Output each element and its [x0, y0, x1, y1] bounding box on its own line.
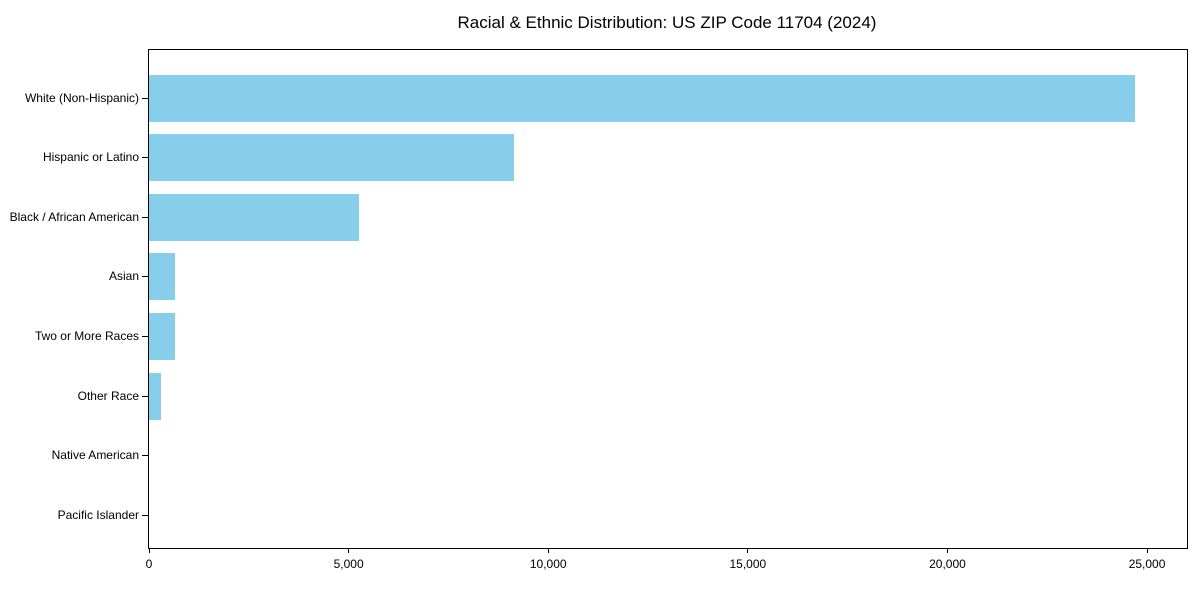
bar [149, 253, 175, 301]
bar [149, 313, 176, 361]
y-tick-label: Asian [108, 269, 139, 284]
y-tick-label: Hispanic or Latino [42, 150, 139, 165]
bar [149, 134, 515, 182]
x-tick-label: 15,000 [729, 557, 767, 571]
x-tick-label: 10,000 [529, 557, 567, 571]
y-tick-label: Black / African American [9, 209, 139, 224]
x-tick-label: 0 [145, 557, 153, 571]
chart-title: Racial & Ethnic Distribution: US ZIP Cod… [457, 13, 877, 32]
y-tick-label: Other Race [77, 388, 139, 403]
y-tick-mark [142, 97, 148, 99]
x-tick-mark [946, 548, 948, 553]
y-tick-mark [142, 216, 148, 218]
y-tick-mark [142, 276, 148, 278]
y-tick-label: Pacific Islander [57, 508, 139, 523]
bar [149, 193, 359, 241]
plot-area: White (Non-Hispanic) Hispanic or Latino Bl… [10, 49, 1188, 571]
x-tick-mark [547, 548, 549, 553]
x-tick-mark [348, 548, 350, 553]
y-tick-label: Native American [51, 448, 139, 463]
x-tick-mark [1146, 548, 1148, 553]
x-tick-label: 25,000 [1128, 557, 1166, 571]
x-tick-label: 20,000 [929, 557, 966, 571]
y-tick-mark [142, 395, 148, 397]
bar [149, 372, 162, 420]
x-tick-mark [148, 548, 150, 553]
y-tick-mark [142, 336, 148, 338]
y-tick-label: Two or More Races [34, 329, 139, 344]
y-tick-label: White (Non-Hispanic) [24, 90, 139, 105]
y-tick-mark [142, 515, 148, 517]
x-tick-mark [747, 548, 749, 553]
bar [149, 74, 1136, 122]
y-tick-mark [142, 455, 148, 457]
x-tick-label: 5,000 [333, 557, 364, 571]
y-tick-mark [142, 157, 148, 159]
